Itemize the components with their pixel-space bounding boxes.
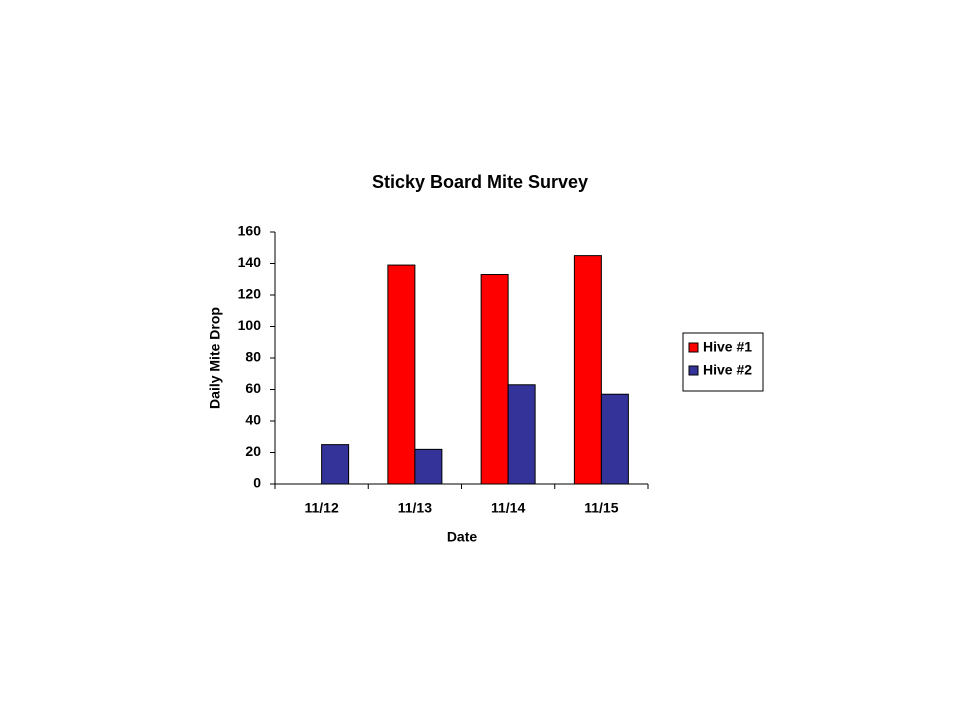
bar [321,444,350,485]
y-tick-label: 40 [245,412,261,428]
x-tick-label: 11/14 [491,500,525,516]
y-tick-label: 80 [245,349,261,365]
y-tick-label: 140 [238,254,262,270]
y-tick-label: 20 [245,443,261,459]
legend-swatch [688,342,699,353]
bar [387,264,416,485]
y-tick-label: 100 [238,317,262,333]
y-tick-label: 120 [238,286,262,302]
y-tick-label: 160 [238,223,262,239]
y-tick-label: 0 [253,475,261,491]
bar [507,384,536,485]
y-axis-title: Daily Mite Drop [207,307,223,409]
x-tick-label: 11/12 [304,500,338,516]
x-tick-label: 11/15 [584,500,618,516]
bar [600,393,629,485]
y-tick-label: 60 [245,380,261,396]
x-axis-title: Date [447,529,478,545]
x-tick-label: 11/13 [398,500,432,516]
bar [573,255,602,485]
bar [480,274,509,485]
legend-swatch [688,365,699,376]
legend-label: Hive #2 [703,362,752,378]
chart-title: Sticky Board Mite Survey [372,172,588,192]
legend-label: Hive #1 [703,339,752,355]
bar [414,448,443,485]
